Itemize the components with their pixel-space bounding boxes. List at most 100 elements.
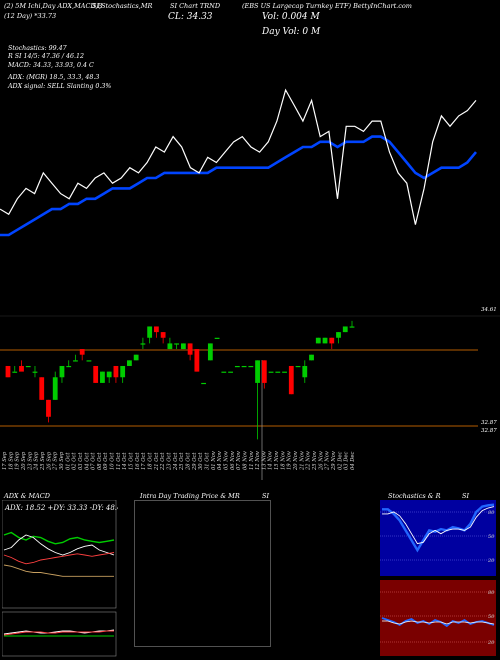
date-label: 25 Sep <box>40 451 46 471</box>
candle-body <box>160 332 166 338</box>
date-label: 07 Oct <box>91 452 97 470</box>
date-label: 26 Sep <box>46 451 52 471</box>
stochastics-rsi-panel: 80 50 20 80 50 20 <box>380 500 496 656</box>
stoch-level-label: 20 <box>487 558 495 564</box>
adx-line <box>3 564 114 577</box>
candle-body <box>5 365 11 378</box>
candle-body <box>25 365 31 368</box>
candle-body <box>349 326 355 328</box>
candle-body <box>153 326 159 333</box>
date-label: 13 Nov <box>261 451 267 470</box>
candle-body <box>214 337 220 339</box>
day-vol-label: Day Vol: 0 M <box>262 27 321 37</box>
date-label: 03 Oct <box>78 452 84 470</box>
date-label: 20 Nov <box>293 451 299 471</box>
date-label: 12 Nov <box>255 451 261 470</box>
price-label-bottom-2: 32.87 <box>481 428 497 434</box>
candle-body <box>93 365 99 383</box>
stochastics-text: Stochastics: 99.47 <box>8 45 67 52</box>
candle-body <box>39 377 45 400</box>
candle-body <box>194 349 200 372</box>
candle-body <box>167 343 173 350</box>
date-label: 14 Nov <box>268 451 274 470</box>
date-label: 21 Nov <box>299 451 305 471</box>
date-label: 25 Oct <box>179 452 185 471</box>
candle-body <box>261 360 267 383</box>
date-label: 24 Sep <box>34 451 40 471</box>
rsi-level-label: 20 <box>487 640 495 646</box>
date-label: 15 Oct <box>129 452 135 470</box>
candle-body <box>282 371 287 373</box>
macd-signal-line <box>3 630 114 636</box>
candle-body <box>309 354 314 361</box>
candle-body <box>180 343 186 350</box>
candle-body <box>228 371 233 373</box>
candle-body <box>255 360 260 383</box>
date-label: 18 Sep <box>8 451 14 470</box>
date-label: 27 Sep <box>53 451 59 471</box>
date-label: 27 Nov <box>325 451 331 471</box>
candle-body <box>86 360 92 362</box>
macd-frame <box>2 611 117 657</box>
macd-line <box>3 629 115 635</box>
candle-body <box>336 332 341 338</box>
candlestick-chart <box>0 315 500 480</box>
intraday-panel <box>134 500 271 647</box>
stoch-level-label: 50 <box>488 534 495 540</box>
date-label: 08 Nov <box>242 451 248 470</box>
adx-frame <box>2 500 117 609</box>
candle-body <box>221 371 227 373</box>
candle-body <box>207 343 213 361</box>
stoch-level-label: 80 <box>488 510 495 516</box>
date-label: 10 Oct <box>110 452 116 470</box>
date-label: 16 Oct <box>135 452 141 470</box>
price-label-top: 34.61 <box>481 307 497 313</box>
date-label: 01 Oct <box>65 452 71 470</box>
adx-panel-title: ADX & MACD <box>4 492 50 500</box>
candle-body <box>12 371 18 373</box>
vol-label: Vol: 0.004 M <box>262 12 320 22</box>
candle-body <box>73 360 78 362</box>
date-label: 04 Dec <box>350 452 356 470</box>
rsi-bg <box>380 580 496 656</box>
candle-body <box>201 382 207 385</box>
header-line1-mid: SI,Stochastics,MR <box>92 2 153 10</box>
date-label: 29 Oct <box>192 452 198 471</box>
header-line1-left: (2) 5M Ichi,Day ADX,MACD,B <box>4 2 103 10</box>
date-label: 28 Oct <box>186 452 192 471</box>
date-label: 18 Nov <box>280 451 286 470</box>
date-label: 06 Nov <box>230 451 236 470</box>
adx-plus-di-line <box>3 531 115 545</box>
date-label: 05 Nov <box>224 451 230 470</box>
date-label: 15 Nov <box>274 451 280 470</box>
date-label: 01 Nov <box>211 451 217 470</box>
candle-body <box>59 365 65 378</box>
candle-body <box>32 371 38 373</box>
adx-macd-panel: ADX: 18.52 +DY: 33.33 -DY: 48.48 <box>2 500 118 657</box>
rsi-level-label: 50 <box>488 614 495 620</box>
date-label: 22 Oct <box>160 452 166 471</box>
date-label: 19 Nov <box>287 451 293 470</box>
candle-body <box>187 343 193 355</box>
close-label: CL: 34.33 <box>168 12 213 22</box>
date-label: 11 Nov <box>249 451 255 470</box>
date-label: 04 Oct <box>84 452 90 470</box>
date-label: 08 Oct <box>97 452 103 470</box>
price-label-bottom-1: 32.87 <box>481 420 497 426</box>
candle-body <box>302 365 308 378</box>
date-label: 02 Oct <box>72 452 78 470</box>
candle-body <box>322 337 328 344</box>
candle-body <box>241 365 247 368</box>
intraday-panel-title: Intra Day Trading Price & MR <box>140 492 240 500</box>
candle-body <box>52 377 58 400</box>
header-line1-mid2: SI Chart TRND <box>170 2 221 10</box>
candle-body <box>342 326 348 333</box>
candle-body <box>66 365 72 368</box>
candle-body <box>100 371 105 383</box>
date-label: 29 Nov <box>331 451 337 471</box>
macd-text: MACD: 34.33, 33.93, 0.4 C <box>8 61 94 69</box>
header-line1-right: (EBS US Largecap Turnkey ETF) BettyInCha… <box>242 2 412 10</box>
candle-body <box>295 365 301 368</box>
candle-body <box>248 365 254 368</box>
candle-body <box>140 343 146 345</box>
